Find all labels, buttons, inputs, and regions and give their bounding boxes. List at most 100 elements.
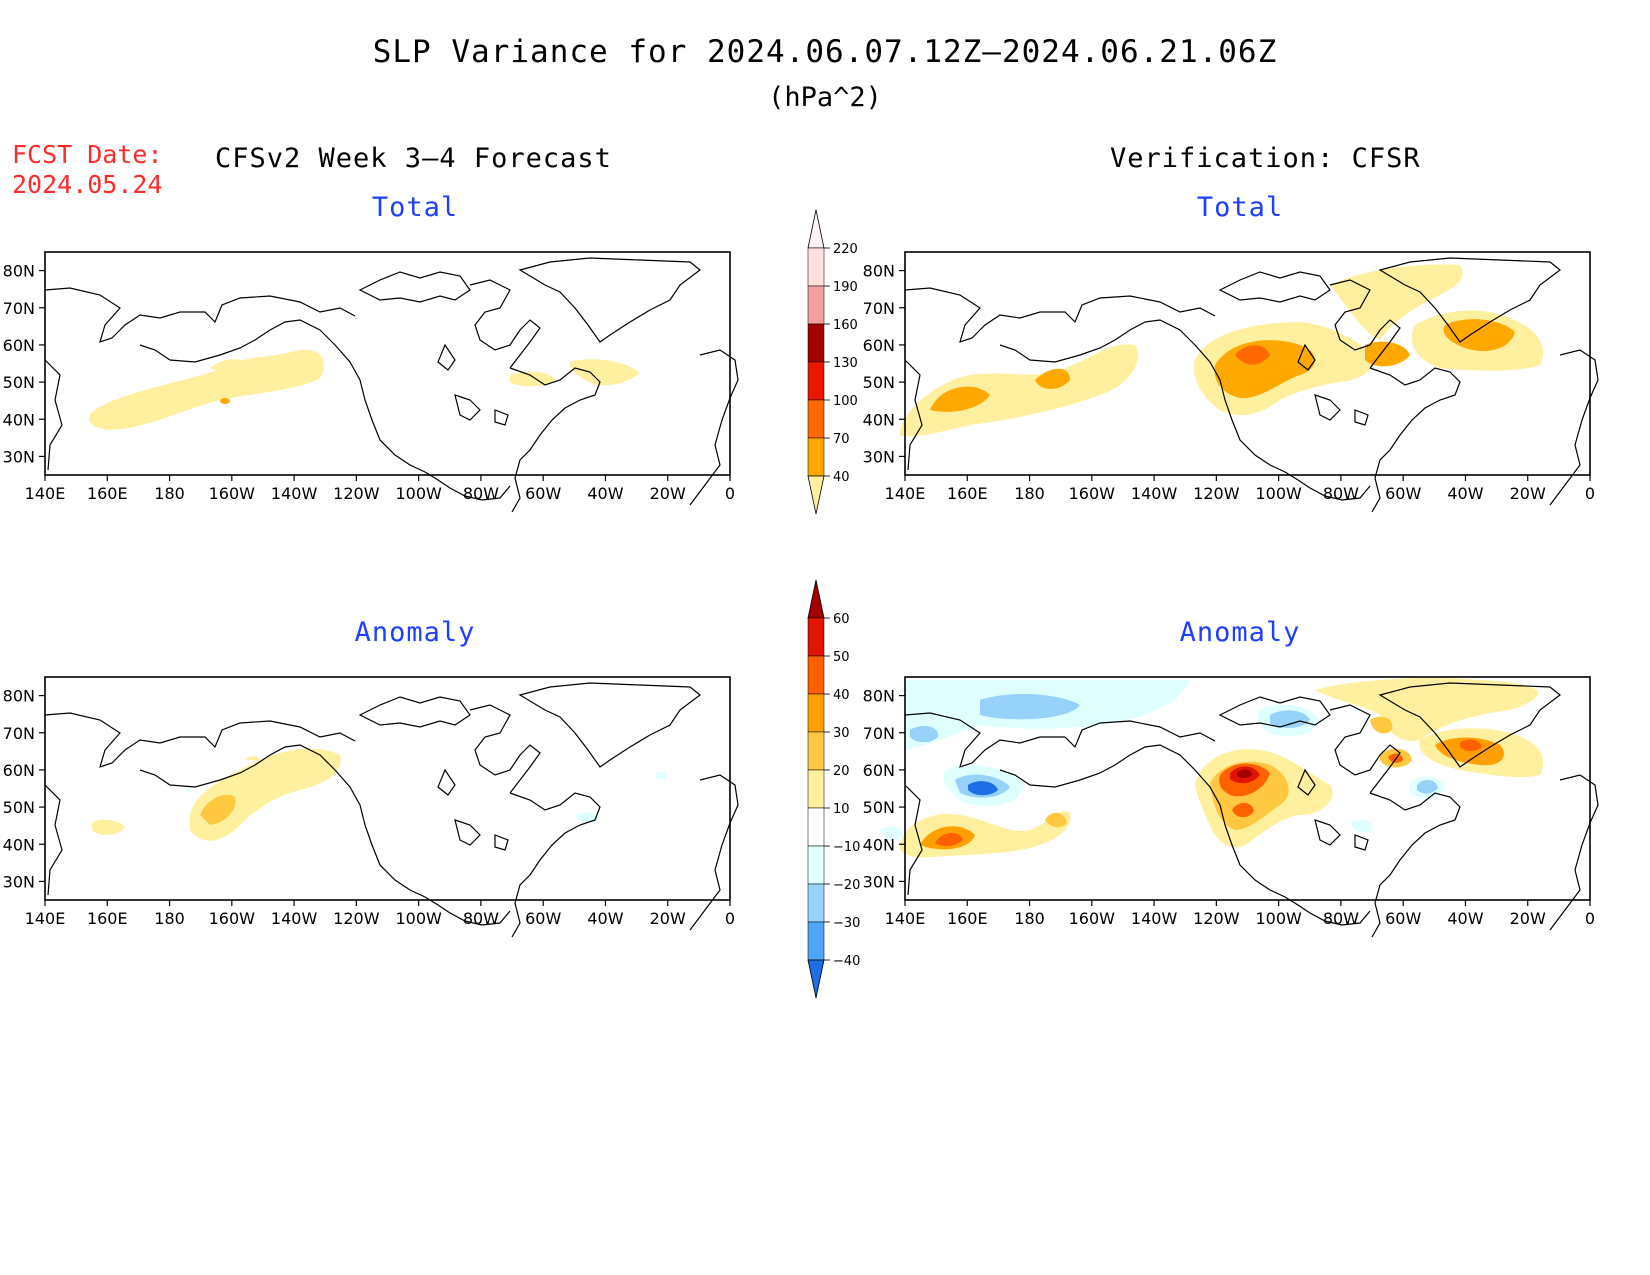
- colorbar-segment: [807, 399, 825, 439]
- lat-tick-label: 70N: [863, 724, 895, 743]
- longitude-axis: 140E 160E 180 160W 140W 120W 100W 80W 60W 40W 20W 0: [885, 475, 1595, 503]
- lon-tick-label: 100W: [395, 484, 442, 503]
- colorbar-level-label: 160: [833, 318, 858, 333]
- coastlines: [904, 257, 1599, 513]
- lon-tick-label: 40W: [587, 484, 623, 503]
- lon-tick-label: 0: [725, 484, 735, 503]
- longitude-axis: 140E 160E 180 160W 140W 120W 100W 80W 60W 40W 20W 0: [885, 900, 1595, 928]
- lat-tick-label: 80N: [3, 262, 35, 281]
- latitude-axis: 80N 70N 60N 50N 40N 30N: [3, 262, 45, 466]
- lon-tick-label: 140E: [25, 909, 66, 928]
- lat-tick-label: 80N: [863, 687, 895, 706]
- latitude-axis: 80N 70N 60N 50N 40N 30N: [863, 687, 905, 891]
- lon-tick-label: 120W: [333, 909, 380, 928]
- lon-tick-label: 160E: [87, 909, 128, 928]
- lon-tick-label: 140E: [885, 909, 926, 928]
- panel-title-verification-total: Total: [1196, 192, 1284, 223]
- lon-tick-label: 40W: [1447, 484, 1483, 503]
- lon-tick-label: 180: [1014, 909, 1045, 928]
- lat-tick-label: 40N: [863, 835, 895, 854]
- colorbar-segment: [807, 209, 825, 249]
- colorbar-level-label: 50: [833, 650, 850, 665]
- lon-tick-label: 160E: [87, 484, 128, 503]
- colorbar-segment: [807, 769, 825, 809]
- lat-tick-label: 60N: [863, 761, 895, 780]
- lon-tick-label: 40W: [1447, 909, 1483, 928]
- colorbar-level-label: 30: [833, 726, 850, 741]
- colorbar-total: 220 190 160 130 100 70 40: [807, 209, 858, 515]
- lon-tick-label: 140W: [1131, 909, 1178, 928]
- lon-tick-label: 160W: [1069, 909, 1116, 928]
- colorbar-segment: [807, 247, 825, 287]
- lon-tick-label: 100W: [395, 909, 442, 928]
- lon-tick-label: 100W: [1255, 484, 1302, 503]
- colorbar-level-label: −40: [833, 954, 860, 969]
- lon-tick-label: 60W: [1385, 484, 1421, 503]
- figure-units: (hPa^2): [768, 82, 882, 113]
- colorbar-segment: [807, 579, 825, 619]
- lon-tick-label: 80W: [1323, 909, 1359, 928]
- lat-tick-label: 50N: [3, 373, 35, 392]
- fcst-date-block: FCST Date: 2024.05.24: [12, 140, 163, 200]
- lon-tick-label: 80W: [1323, 484, 1359, 503]
- map-panel-forecast-anomaly: 80N 70N 60N 50N 40N 30N 140E 160E 180 160W 140W 12…: [3, 676, 739, 938]
- colorbar-segment: [807, 655, 825, 695]
- map-panel-verification-total: 80N 70N 60N 50N 40N 30N 140E 160E 180 160W 140W 12…: [863, 251, 1599, 513]
- lon-tick-label: 120W: [333, 484, 380, 503]
- latitude-axis: 80N 70N 60N 50N 40N 30N: [3, 687, 45, 891]
- coastlines: [44, 682, 739, 938]
- contour-fill: [92, 748, 667, 841]
- coastlines: [904, 682, 1599, 938]
- lon-tick-label: 0: [1585, 484, 1595, 503]
- map-panel-verification-anomaly: 80N 70N 60N 50N 40N 30N 140E 160E 180 160W 140W 12…: [863, 676, 1599, 938]
- colorbar-level-label: 40: [833, 688, 850, 703]
- lon-tick-label: 100W: [1255, 909, 1302, 928]
- fcst-date-label: FCST Date:: [12, 140, 163, 169]
- lon-tick-label: 80W: [463, 484, 499, 503]
- verification-column-title: Verification: CFSR: [1110, 143, 1421, 174]
- colorbar-segment: [807, 361, 825, 401]
- fcst-date-value: 2024.05.24: [12, 170, 163, 199]
- lon-tick-label: 20W: [1510, 484, 1546, 503]
- lon-tick-label: 60W: [525, 484, 561, 503]
- lon-tick-label: 160W: [209, 909, 256, 928]
- latitude-axis: 80N 70N 60N 50N 40N 30N: [863, 262, 905, 466]
- lat-tick-label: 70N: [863, 299, 895, 318]
- lon-tick-label: 80W: [463, 909, 499, 928]
- lat-tick-label: 60N: [863, 336, 895, 355]
- lat-tick-label: 50N: [3, 798, 35, 817]
- lon-tick-label: 20W: [650, 909, 686, 928]
- lon-tick-label: 120W: [1193, 909, 1240, 928]
- lat-tick-label: 80N: [863, 262, 895, 281]
- colorbar-level-label: 70: [833, 432, 850, 447]
- lon-tick-label: 140W: [1131, 484, 1178, 503]
- colorbar-segment: [807, 731, 825, 771]
- lon-tick-label: 40W: [587, 909, 623, 928]
- colorbar-level-label: 100: [833, 394, 858, 409]
- colorbar-level-label: 60: [833, 612, 850, 627]
- colorbar-total-segments: 220 190 160 130 100 70 40: [807, 209, 858, 515]
- lon-tick-label: 20W: [1510, 909, 1546, 928]
- lon-tick-label: 140E: [25, 484, 66, 503]
- map-frame: [904, 251, 1591, 476]
- map-panel-forecast-total: 80N 70N 60N 50N 40N 30N 140E 160E 180 160W 140W 12…: [3, 251, 739, 513]
- colorbar-level-label: 190: [833, 280, 858, 295]
- lon-tick-label: 160W: [1069, 484, 1116, 503]
- map-frame: [904, 676, 1591, 901]
- colorbar-segment: [807, 807, 825, 847]
- colorbar-segment: [807, 693, 825, 733]
- colorbar-segment: [807, 845, 825, 885]
- lon-tick-label: 160E: [947, 909, 988, 928]
- lat-tick-label: 70N: [3, 724, 35, 743]
- coastlines: [44, 257, 739, 513]
- map-frame: [44, 676, 731, 901]
- lon-tick-label: 180: [154, 909, 185, 928]
- forecast-column-title: CFSv2 Week 3–4 Forecast: [215, 143, 612, 174]
- colorbar-segment: [807, 285, 825, 325]
- lat-tick-label: 50N: [863, 798, 895, 817]
- lon-tick-label: 0: [725, 909, 735, 928]
- figure-title: SLP Variance for 2024.06.07.12Z–2024.06.…: [372, 34, 1278, 70]
- map-frame: [44, 251, 731, 476]
- colorbar-segment: [807, 959, 825, 999]
- colorbar-segment: [807, 323, 825, 363]
